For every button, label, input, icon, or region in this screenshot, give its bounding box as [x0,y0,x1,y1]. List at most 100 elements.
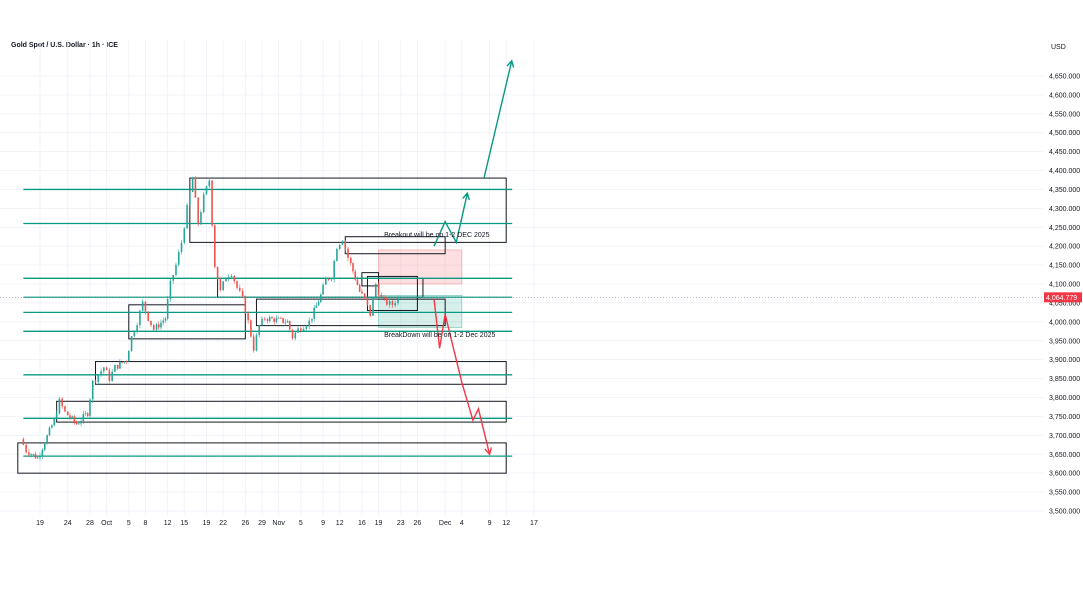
candle-body [139,310,141,326]
breakout-arrow [433,193,469,247]
x-tick-label: 16 [358,520,366,527]
target-arrow-head [506,59,515,68]
x-tick-label: 12 [336,520,344,527]
candle-body [273,318,276,323]
candle-body [227,277,230,279]
candle-body [71,416,73,418]
annotation-label: BreakDown will be on 1-2 Dec 2025 [384,332,495,339]
candle-body [121,361,123,363]
candle-body [186,204,188,229]
candle-body [130,336,133,351]
candle-body [358,285,361,292]
candle-body [252,336,255,351]
zone-box [95,361,507,385]
candle-body [32,453,35,455]
candle-body [80,421,82,424]
candle-body [294,332,297,339]
candle-body [311,318,313,321]
candle-body [172,274,174,281]
candle-body [350,257,352,264]
zone-box [56,400,507,423]
candle-body [150,320,152,326]
x-tick-label: 5 [299,520,303,527]
candle-body [28,452,30,455]
candle-body [291,329,294,339]
candle-body [258,325,261,335]
candle-body [233,275,236,282]
candle-body [116,364,119,369]
candle-body [103,367,105,372]
y-tick-label: 4,150.000 [1049,263,1080,270]
x-tick-label: 9 [488,520,492,527]
candle-body [354,271,357,280]
candle-body [347,248,349,258]
candle-body [320,294,322,302]
candle-body [175,264,177,275]
candle-body [119,361,121,369]
zone-box [128,304,246,340]
annotations: Breakout will be on 1-2 DEC 2025 BreakDow… [384,232,495,339]
candle-body [327,278,330,281]
candle-body [144,301,147,312]
candle-body [386,297,388,305]
candle-body [315,305,318,308]
candle-body [216,266,219,280]
candle-body [53,418,56,426]
candle-body [250,320,252,337]
candle-body [322,284,324,295]
candle-body [383,297,385,299]
y-tick-label: 4,450.000 [1049,149,1080,156]
price-tag [1044,292,1082,303]
candle-body [86,413,89,416]
candle-body [211,180,213,226]
candle-body [313,307,315,319]
y-tick-label: 3,650.000 [1049,452,1080,459]
x-tick-label: 8 [143,520,147,527]
candle-body [280,317,282,319]
y-tick-label: 4,250.000 [1049,225,1080,232]
candle-body [89,399,91,416]
x-tick-label: 4 [460,520,464,527]
level-lines [0,188,1043,457]
candle-body [356,279,359,286]
candle-body [374,284,377,298]
x-tick-label: Oct [101,520,112,527]
candle-body [30,454,32,455]
candle-body [208,180,211,187]
candle-body [123,361,126,363]
breakout-arrow-head [462,191,470,201]
zone-box [366,275,418,311]
candle-body [247,313,249,321]
y-tick-label: 3,800.000 [1049,395,1080,402]
candle-body [236,281,238,288]
candle-body [91,380,94,400]
candle-body [73,416,76,422]
candle-body [75,421,78,425]
y-tick-label: 3,950.000 [1049,338,1080,345]
candle-body [255,334,258,351]
candle-body [286,321,289,323]
candle-body [51,425,53,428]
y-tick-label: 4,100.000 [1049,282,1080,289]
candle-body [288,321,291,330]
candle-body [225,278,227,282]
y-tick-label: 4,600.000 [1049,92,1080,99]
candle-body [263,318,266,320]
candle-body [69,415,71,418]
candle-body [22,439,25,445]
candle-body [191,177,194,192]
candle-body [388,301,391,305]
currency-label: USD [1051,44,1066,51]
candle-body [239,287,241,291]
candle-body [39,455,41,458]
candle-body [214,225,216,267]
x-tick-label: 12 [502,520,510,527]
candle-body [180,242,183,253]
candle-body [78,423,80,425]
candle-body [333,261,335,280]
candle-body [317,301,320,306]
candle-body [308,320,310,327]
candle-body [271,317,273,319]
candle-body [100,371,102,376]
